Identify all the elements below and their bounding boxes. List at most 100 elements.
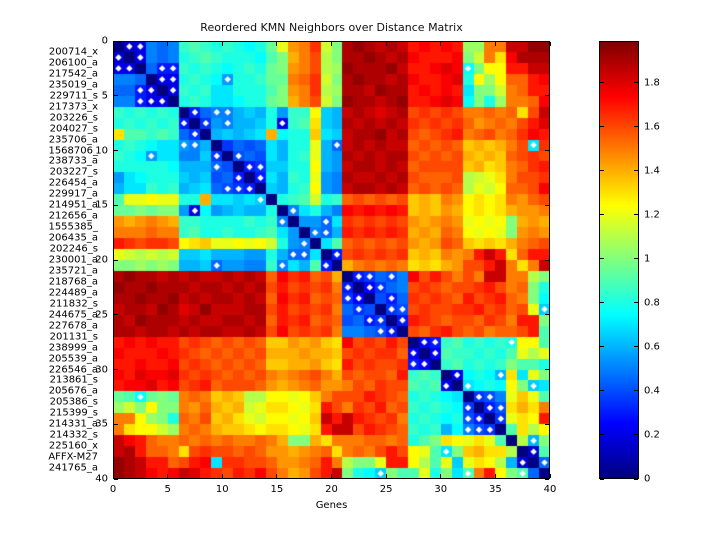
colorbar-tick-label: 1.2 — [644, 209, 660, 221]
x-axis-label: Genes — [315, 500, 348, 511]
gene-label: 238999_a — [48, 342, 98, 354]
gene-label: 235706_a — [48, 134, 98, 146]
gene-label: 214951_a — [48, 199, 98, 211]
colorbar-tick-mark — [634, 82, 638, 84]
gene-label: 215399_s — [49, 407, 98, 419]
y-tick-mark — [114, 204, 118, 206]
figure-title: Reordered KMN Neighbors over Distance Ma… — [200, 21, 463, 34]
gene-label: 235019_a — [48, 79, 98, 91]
x-tick-label: 20 — [325, 484, 338, 495]
gene-label: 229711_s — [49, 90, 98, 102]
gene-label: 224489_a — [48, 287, 98, 299]
gene-label: 212656_a — [48, 210, 98, 222]
y-tick-mark — [114, 259, 118, 261]
x-tick-mark — [494, 474, 496, 478]
y-tick-label: 15 — [95, 199, 108, 211]
gene-label: 225160_x — [48, 440, 98, 452]
gene-label: 244675_a — [48, 309, 98, 321]
y-tick-label: 20 — [95, 254, 108, 266]
colorbar — [599, 41, 639, 479]
gene-label: AFFX-M27 — [48, 451, 98, 463]
gene-label: 211832_s — [49, 298, 98, 310]
y-tick-mark — [114, 150, 118, 151]
gene-label: 238733_a — [48, 155, 98, 167]
colorbar-tick-mark — [600, 478, 604, 480]
heatmap-canvas — [113, 41, 550, 479]
x-tick-mark — [276, 42, 278, 46]
y-tick-label: 10 — [95, 145, 108, 156]
x-tick-mark — [112, 42, 114, 46]
y-tick-label: 40 — [95, 473, 108, 485]
gene-label: 204027_s — [49, 123, 98, 135]
colorbar-tick-mark — [600, 390, 604, 392]
x-tick-mark — [385, 474, 387, 478]
axes-border — [113, 41, 550, 479]
colorbar-tick-label: 0.2 — [644, 429, 660, 441]
gene-label: 214332_s — [49, 429, 98, 441]
gene-label: 205676_a — [48, 385, 98, 397]
colorbar-tick-mark — [634, 346, 638, 348]
colorbar-tick-mark — [634, 302, 638, 304]
x-tick-label: 25 — [379, 484, 393, 495]
y-tick-mark — [545, 40, 549, 42]
colorbar-tick-label: 1.6 — [644, 121, 660, 133]
gene-label: 202246_s — [49, 243, 98, 255]
x-tick-mark — [440, 42, 442, 46]
y-tick-mark — [114, 314, 118, 316]
colorbar-tick-mark — [634, 126, 638, 128]
x-tick-mark — [276, 474, 278, 478]
gene-label: 201131_s — [49, 331, 98, 343]
colorbar-tick-mark — [600, 434, 604, 436]
colorbar-tick-label: 1.4 — [644, 165, 660, 177]
y-tick-mark — [114, 423, 118, 425]
x-tick-mark — [167, 42, 169, 46]
gene-label: 200714_x — [48, 46, 98, 58]
y-tick-label: 25 — [95, 309, 108, 321]
x-tick-mark — [385, 42, 387, 46]
colorbar-tick-label: 0.6 — [644, 341, 660, 353]
gene-label: 206100_a — [48, 57, 98, 69]
colorbar-tick-mark — [634, 478, 638, 480]
y-tick-label: 5 — [101, 90, 108, 102]
colorbar-tick-mark — [600, 302, 604, 304]
y-tick-mark — [545, 369, 549, 370]
gene-label: 230001_a — [48, 254, 98, 266]
colorbar-tick-label: 1.8 — [644, 77, 660, 89]
colorbar-tick-label: 0 — [644, 473, 651, 485]
y-tick-mark — [545, 478, 549, 480]
x-tick-label: 0 — [109, 484, 117, 495]
colorbar-tick-mark — [600, 258, 604, 260]
gene-label: 229917_a — [48, 188, 98, 200]
x-tick-label: 40 — [543, 484, 557, 495]
gene-label: 214331_a — [48, 418, 98, 430]
colorbar-tick-mark — [634, 214, 638, 216]
gene-label: 235721_a — [48, 265, 98, 277]
y-tick-label: 0 — [101, 35, 108, 47]
gene-label: 241765_a — [48, 462, 98, 474]
x-tick-mark — [112, 474, 114, 478]
colorbar-tick-label: 0.4 — [644, 385, 660, 397]
colorbar-tick-mark — [600, 126, 604, 128]
gene-label: 226454_a — [48, 177, 98, 189]
x-tick-label: 30 — [434, 484, 448, 495]
gene-label: 1555385_ — [48, 221, 98, 233]
colorbar-tick-mark — [634, 170, 638, 172]
gene-label: 203226_s — [49, 112, 98, 124]
x-tick-mark — [167, 474, 169, 478]
colorbar-tick-mark — [634, 258, 638, 260]
y-tick-mark — [545, 204, 549, 206]
colorbar-tick-mark — [634, 390, 638, 392]
gene-label: 1568706_ — [48, 145, 98, 156]
y-tick-mark — [545, 423, 549, 425]
gene-label: 226546_a — [48, 364, 98, 375]
x-tick-mark — [331, 474, 332, 478]
x-tick-mark — [331, 42, 332, 46]
y-tick-mark — [545, 259, 549, 261]
y-tick-mark — [545, 150, 549, 151]
x-tick-mark — [221, 474, 223, 478]
x-tick-mark — [440, 474, 442, 478]
colorbar-tick-mark — [600, 82, 604, 84]
gene-label: 217542_a — [48, 68, 98, 80]
colorbar-tick-mark — [600, 170, 604, 172]
colorbar-tick-label: 0.8 — [644, 297, 660, 309]
